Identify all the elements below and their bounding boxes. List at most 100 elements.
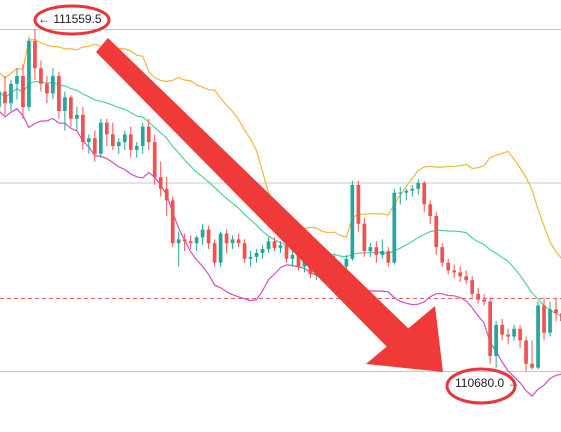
candle-body-43: [254, 252, 259, 257]
candle-body-48: [284, 245, 289, 259]
candle-21: [122, 130, 127, 150]
candle-body-51: [302, 260, 307, 267]
candle-74: [440, 243, 445, 267]
candle-body-85: [506, 334, 510, 337]
candle-28: [164, 177, 169, 216]
candle-19: [110, 122, 115, 150]
candle-38: [224, 229, 229, 253]
candle-42: [248, 251, 253, 267]
candle-body-39: [230, 239, 235, 244]
candle-89: [530, 340, 534, 370]
candle-45: [266, 237, 271, 253]
candle-81: [482, 293, 486, 306]
candle-body-66: [392, 192, 397, 263]
candle-14: [80, 107, 85, 150]
candle-body-36: [212, 243, 217, 263]
high-marker-label: ← 111559.5: [38, 12, 102, 26]
candle-body-42: [248, 256, 253, 259]
candle-66: [392, 188, 397, 265]
candle-90: [536, 301, 540, 370]
candle-82: [488, 297, 492, 364]
candle-body-21: [122, 134, 127, 143]
candle-6: [33, 29, 37, 80]
candle-body-80: [476, 293, 481, 300]
candle-17: [98, 118, 103, 158]
candle-body-34: [200, 229, 205, 238]
candle-15: [86, 134, 91, 154]
candle-69: [410, 184, 415, 197]
candle-60: [356, 181, 361, 232]
candle-33: [194, 235, 199, 251]
candle-body-90: [536, 305, 540, 368]
candle-body-61: [362, 223, 367, 251]
candle-body-68: [404, 190, 409, 193]
candle-18: [104, 118, 109, 146]
candle-body-93: [554, 309, 558, 314]
high-circle: [33, 4, 111, 36]
candle-84: [500, 319, 504, 341]
low-marker[interactable]: 110680.0 →: [445, 367, 520, 405]
candle-body-9: [51, 76, 55, 94]
candle-body-11: [63, 97, 67, 111]
candle-8: [45, 76, 49, 104]
candle-58: [344, 254, 349, 271]
candle-body-44: [260, 249, 265, 253]
candle-body-77: [458, 272, 463, 277]
candle-body-23: [134, 146, 139, 150]
trend-arrow-head: [366, 306, 443, 372]
candle-80: [476, 287, 481, 304]
candle-body-28: [164, 188, 169, 201]
trend-arrow: [96, 38, 443, 372]
candle-63: [374, 241, 379, 263]
candle-body-38: [224, 233, 229, 244]
candle-77: [458, 266, 463, 283]
candle-body-41: [242, 243, 247, 259]
candle-49: [290, 251, 295, 267]
candle-92: [548, 301, 552, 337]
candle-body-40: [236, 239, 241, 244]
candle-body-31: [182, 239, 187, 242]
candle-body-75: [446, 262, 451, 271]
candle-79: [470, 276, 475, 298]
candle-30: [176, 231, 181, 267]
candle-body-19: [110, 134, 115, 146]
candle-40: [236, 233, 241, 248]
candle-body-74: [440, 247, 445, 263]
candle-23: [134, 142, 139, 158]
candle-body-49: [290, 254, 295, 259]
candle-11: [63, 91, 67, 131]
candle-body-5: [27, 41, 31, 108]
candle-body-35: [206, 229, 211, 244]
candle-body-88: [524, 340, 528, 364]
candle-41: [242, 239, 247, 263]
candle-body-67: [398, 192, 403, 194]
candle-88: [524, 336, 528, 372]
candle-body-84: [500, 324, 504, 335]
candle-body-26: [152, 142, 157, 178]
candle-body-65: [386, 251, 391, 263]
candle-70: [416, 179, 421, 195]
candle-body-10: [57, 76, 61, 111]
candle-body-37: [218, 233, 223, 263]
candle-16: [92, 130, 97, 162]
candle-62: [368, 243, 373, 257]
candle-body-32: [188, 241, 193, 244]
candle-25: [146, 118, 151, 150]
candle-body-45: [266, 241, 271, 250]
candles: [0, 29, 561, 372]
candle-body-8: [45, 83, 49, 94]
candle-46: [272, 237, 277, 251]
candle-body-64: [380, 251, 385, 255]
candle-body-2: [9, 83, 13, 104]
candle-10: [57, 72, 61, 119]
high-marker[interactable]: ← 111559.5: [33, 4, 111, 36]
candle-body-16: [92, 138, 97, 154]
candle-22: [128, 126, 133, 158]
candle-36: [212, 239, 217, 267]
trend-arrow-shaft: [96, 38, 410, 350]
candle-body-47: [278, 245, 283, 248]
candle-59: [350, 181, 355, 261]
candle-76: [452, 264, 457, 279]
candle-body-50: [296, 254, 301, 267]
candle-body-63: [374, 247, 379, 255]
